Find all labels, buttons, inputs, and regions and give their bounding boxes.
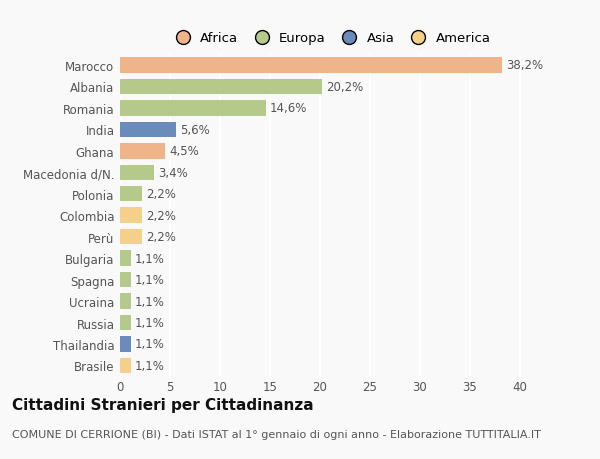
Bar — [120, 144, 165, 159]
Legend: Africa, Europa, Asia, America: Africa, Europa, Asia, America — [170, 32, 490, 45]
Text: 3,4%: 3,4% — [158, 167, 188, 179]
Bar — [120, 58, 502, 73]
Text: Cittadini Stranieri per Cittadinanza: Cittadini Stranieri per Cittadinanza — [12, 397, 314, 412]
Text: 5,6%: 5,6% — [180, 123, 210, 136]
Text: 4,5%: 4,5% — [169, 145, 199, 158]
Text: 1,1%: 1,1% — [135, 252, 165, 265]
Bar — [120, 336, 131, 352]
Text: 20,2%: 20,2% — [326, 81, 363, 94]
Text: 2,2%: 2,2% — [146, 209, 176, 222]
Bar — [120, 165, 154, 180]
Text: 1,1%: 1,1% — [135, 295, 165, 308]
Bar — [120, 208, 142, 224]
Bar — [120, 358, 131, 373]
Bar — [120, 79, 322, 95]
Bar — [120, 315, 131, 330]
Text: 2,2%: 2,2% — [146, 231, 176, 244]
Bar — [120, 123, 176, 138]
Text: 1,1%: 1,1% — [135, 316, 165, 329]
Text: 14,6%: 14,6% — [270, 102, 307, 115]
Text: 38,2%: 38,2% — [506, 59, 543, 72]
Text: 1,1%: 1,1% — [135, 359, 165, 372]
Text: 2,2%: 2,2% — [146, 188, 176, 201]
Text: 1,1%: 1,1% — [135, 338, 165, 351]
Bar — [120, 251, 131, 266]
Bar — [120, 272, 131, 288]
Bar — [120, 294, 131, 309]
Text: COMUNE DI CERRIONE (BI) - Dati ISTAT al 1° gennaio di ogni anno - Elaborazione T: COMUNE DI CERRIONE (BI) - Dati ISTAT al … — [12, 429, 541, 439]
Text: 1,1%: 1,1% — [135, 274, 165, 286]
Bar — [120, 230, 142, 245]
Bar — [120, 187, 142, 202]
Bar — [120, 101, 266, 116]
